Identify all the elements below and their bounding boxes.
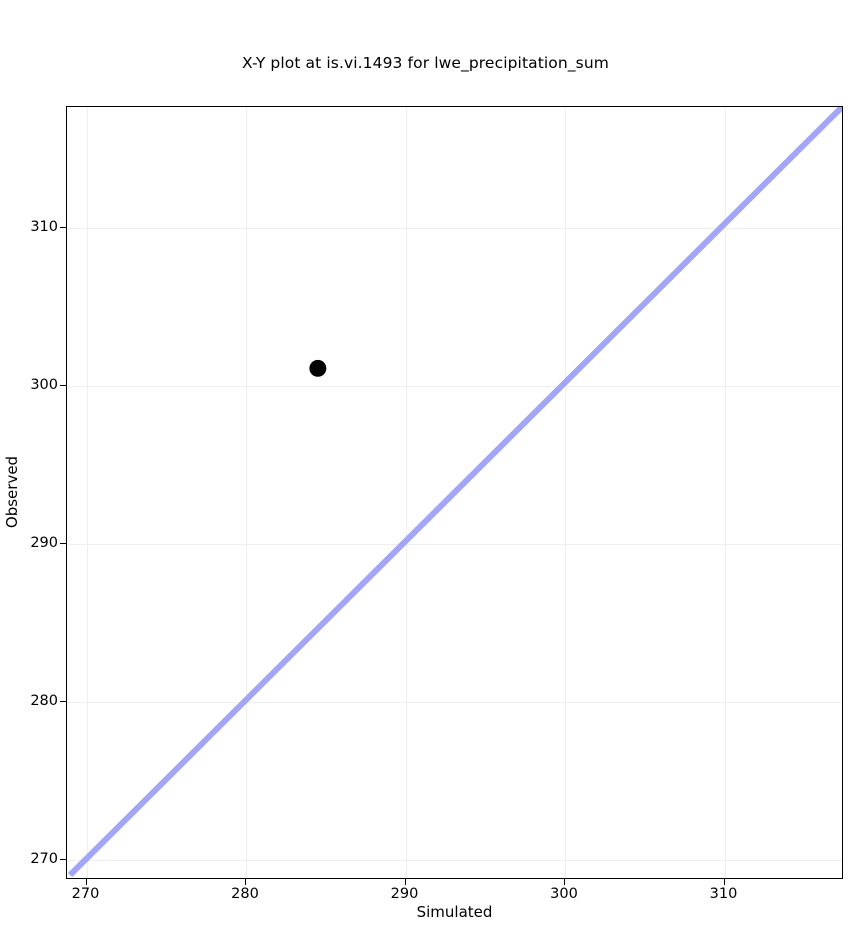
tick-mark-y-290 [60,542,66,544]
scatter-point[interactable] [309,359,327,377]
y-tick-label-270: 270 [30,851,58,867]
gridline-y-300 [67,385,842,387]
tick-mark-x-270 [85,879,87,885]
y-tick-label-280: 280 [30,693,58,709]
x-tick-label-300: 300 [550,886,578,902]
tick-mark-x-300 [564,879,566,885]
tick-marks-layer [60,106,843,885]
gridline-x-310 [724,107,726,878]
gridline-x-270 [86,107,88,878]
gridline-x-280 [246,107,248,878]
tick-mark-y-270 [60,858,66,860]
x-tick-label-270: 270 [71,886,100,902]
tick-mark-y-280 [60,700,66,702]
gridline-x-300 [565,107,567,878]
x-tick-label-290: 290 [390,886,419,902]
y-tick-label-300: 300 [30,377,58,393]
y-tick-label-290: 290 [30,535,58,551]
tick-mark-y-300 [60,384,66,386]
one-to-one-line [67,107,842,878]
x-tick-label-280: 280 [231,886,259,902]
y-tick-label-310: 310 [30,219,58,235]
x-axis-label: Simulated [416,903,493,921]
series-layer [67,107,842,878]
tick-mark-x-280 [245,879,247,885]
y-axis-label-text: Observed [3,455,21,529]
tick-mark-x-310 [723,879,725,885]
gridline-y-290 [67,543,842,545]
tick-mark-x-290 [404,879,406,885]
chart-title-line-1: X-Y plot at is.vi.1493 for lwe_precipita… [242,54,609,72]
plot-area [66,106,843,879]
gridline-y-270 [67,859,842,861]
y-axis-label: Observed [0,0,24,934]
gridline-y-280 [67,701,842,703]
tick-mark-y-310 [60,226,66,228]
gridline-x-290 [405,107,407,878]
y-tick-labels: 270 280 290 300 310 [0,0,58,934]
gridline-y-310 [67,227,842,229]
x-tick-label-310: 310 [709,886,738,902]
